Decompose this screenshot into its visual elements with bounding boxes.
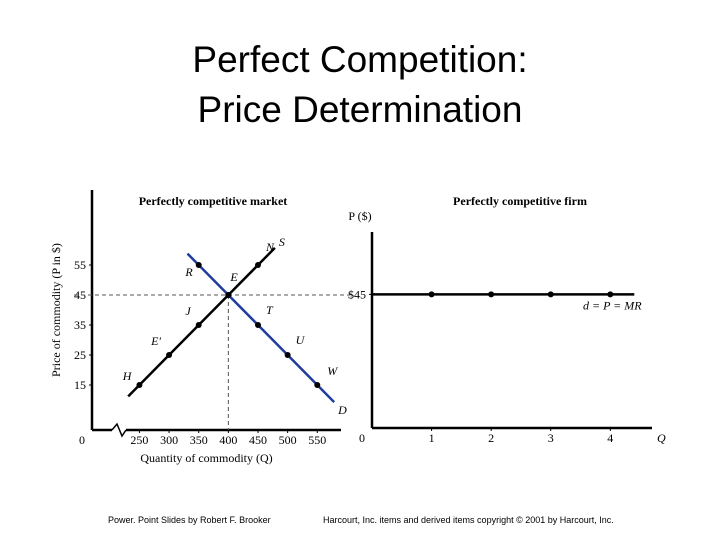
x-tick-label: 450 bbox=[249, 433, 267, 447]
x-tick-label: 400 bbox=[219, 433, 237, 447]
point bbox=[166, 352, 173, 358]
series-label: D bbox=[337, 403, 347, 417]
point-label: R bbox=[184, 265, 193, 279]
series-label: d = P = MR bbox=[583, 298, 642, 312]
origin-label: 0 bbox=[359, 431, 365, 445]
x-tick-label: 3 bbox=[548, 431, 554, 445]
slide-title-line: Price Determination bbox=[198, 89, 523, 130]
x-tick-label: 350 bbox=[190, 433, 208, 447]
footer-left: Power. Point Slides by Robert F. Brooker bbox=[108, 515, 271, 525]
point-label: E′ bbox=[150, 334, 161, 348]
x-axis-label: Quantity of commodity (Q) bbox=[140, 451, 272, 465]
x-tick-label: 250 bbox=[130, 433, 148, 447]
line-extension bbox=[257, 247, 276, 266]
point-label: W bbox=[327, 364, 338, 378]
point bbox=[428, 291, 435, 298]
y-tick-label: 55 bbox=[74, 258, 86, 272]
y-tick-label: 15 bbox=[74, 378, 86, 392]
axis-break bbox=[111, 422, 127, 438]
point bbox=[284, 352, 291, 358]
point bbox=[314, 382, 321, 388]
x-tick-label: 2 bbox=[488, 431, 494, 445]
origin-label: 0 bbox=[79, 433, 85, 447]
point-label: U bbox=[296, 333, 306, 347]
point-label: E bbox=[229, 270, 238, 284]
footer-right: Harcourt, Inc. items and derived items c… bbox=[323, 515, 614, 525]
point bbox=[195, 322, 202, 328]
y-axis-label: P ($) bbox=[348, 209, 371, 223]
point bbox=[255, 262, 261, 268]
point-label: J bbox=[185, 304, 191, 318]
y-tick-label: $45 bbox=[348, 287, 366, 301]
point bbox=[547, 291, 554, 298]
x-tick-label: 550 bbox=[308, 433, 326, 447]
y-tick-label: 25 bbox=[74, 348, 86, 362]
x-axis-label: Q bbox=[657, 431, 666, 445]
point bbox=[488, 291, 495, 298]
x-tick-label: 500 bbox=[279, 433, 297, 447]
series-label: S bbox=[279, 235, 285, 249]
point-label: T bbox=[266, 303, 274, 317]
x-tick-label: 1 bbox=[429, 431, 435, 445]
point bbox=[195, 262, 202, 268]
point bbox=[255, 322, 261, 328]
point bbox=[136, 382, 143, 388]
x-tick-label: 300 bbox=[160, 433, 178, 447]
chart-title: Perfectly competitive market bbox=[139, 194, 288, 208]
x-tick-label: 4 bbox=[607, 431, 613, 445]
y-tick-label: 45 bbox=[74, 288, 86, 302]
slide-title-line: Perfect Competition: bbox=[192, 39, 527, 80]
point-label: N bbox=[265, 240, 275, 254]
chart-title: Perfectly competitive firm bbox=[453, 194, 587, 208]
point bbox=[225, 292, 232, 298]
y-axis-label: Price of commodity (P in $) bbox=[49, 243, 63, 377]
point-label: H bbox=[122, 369, 133, 383]
y-tick-label: 35 bbox=[74, 318, 86, 332]
line-extension bbox=[316, 384, 336, 403]
point bbox=[607, 291, 614, 298]
